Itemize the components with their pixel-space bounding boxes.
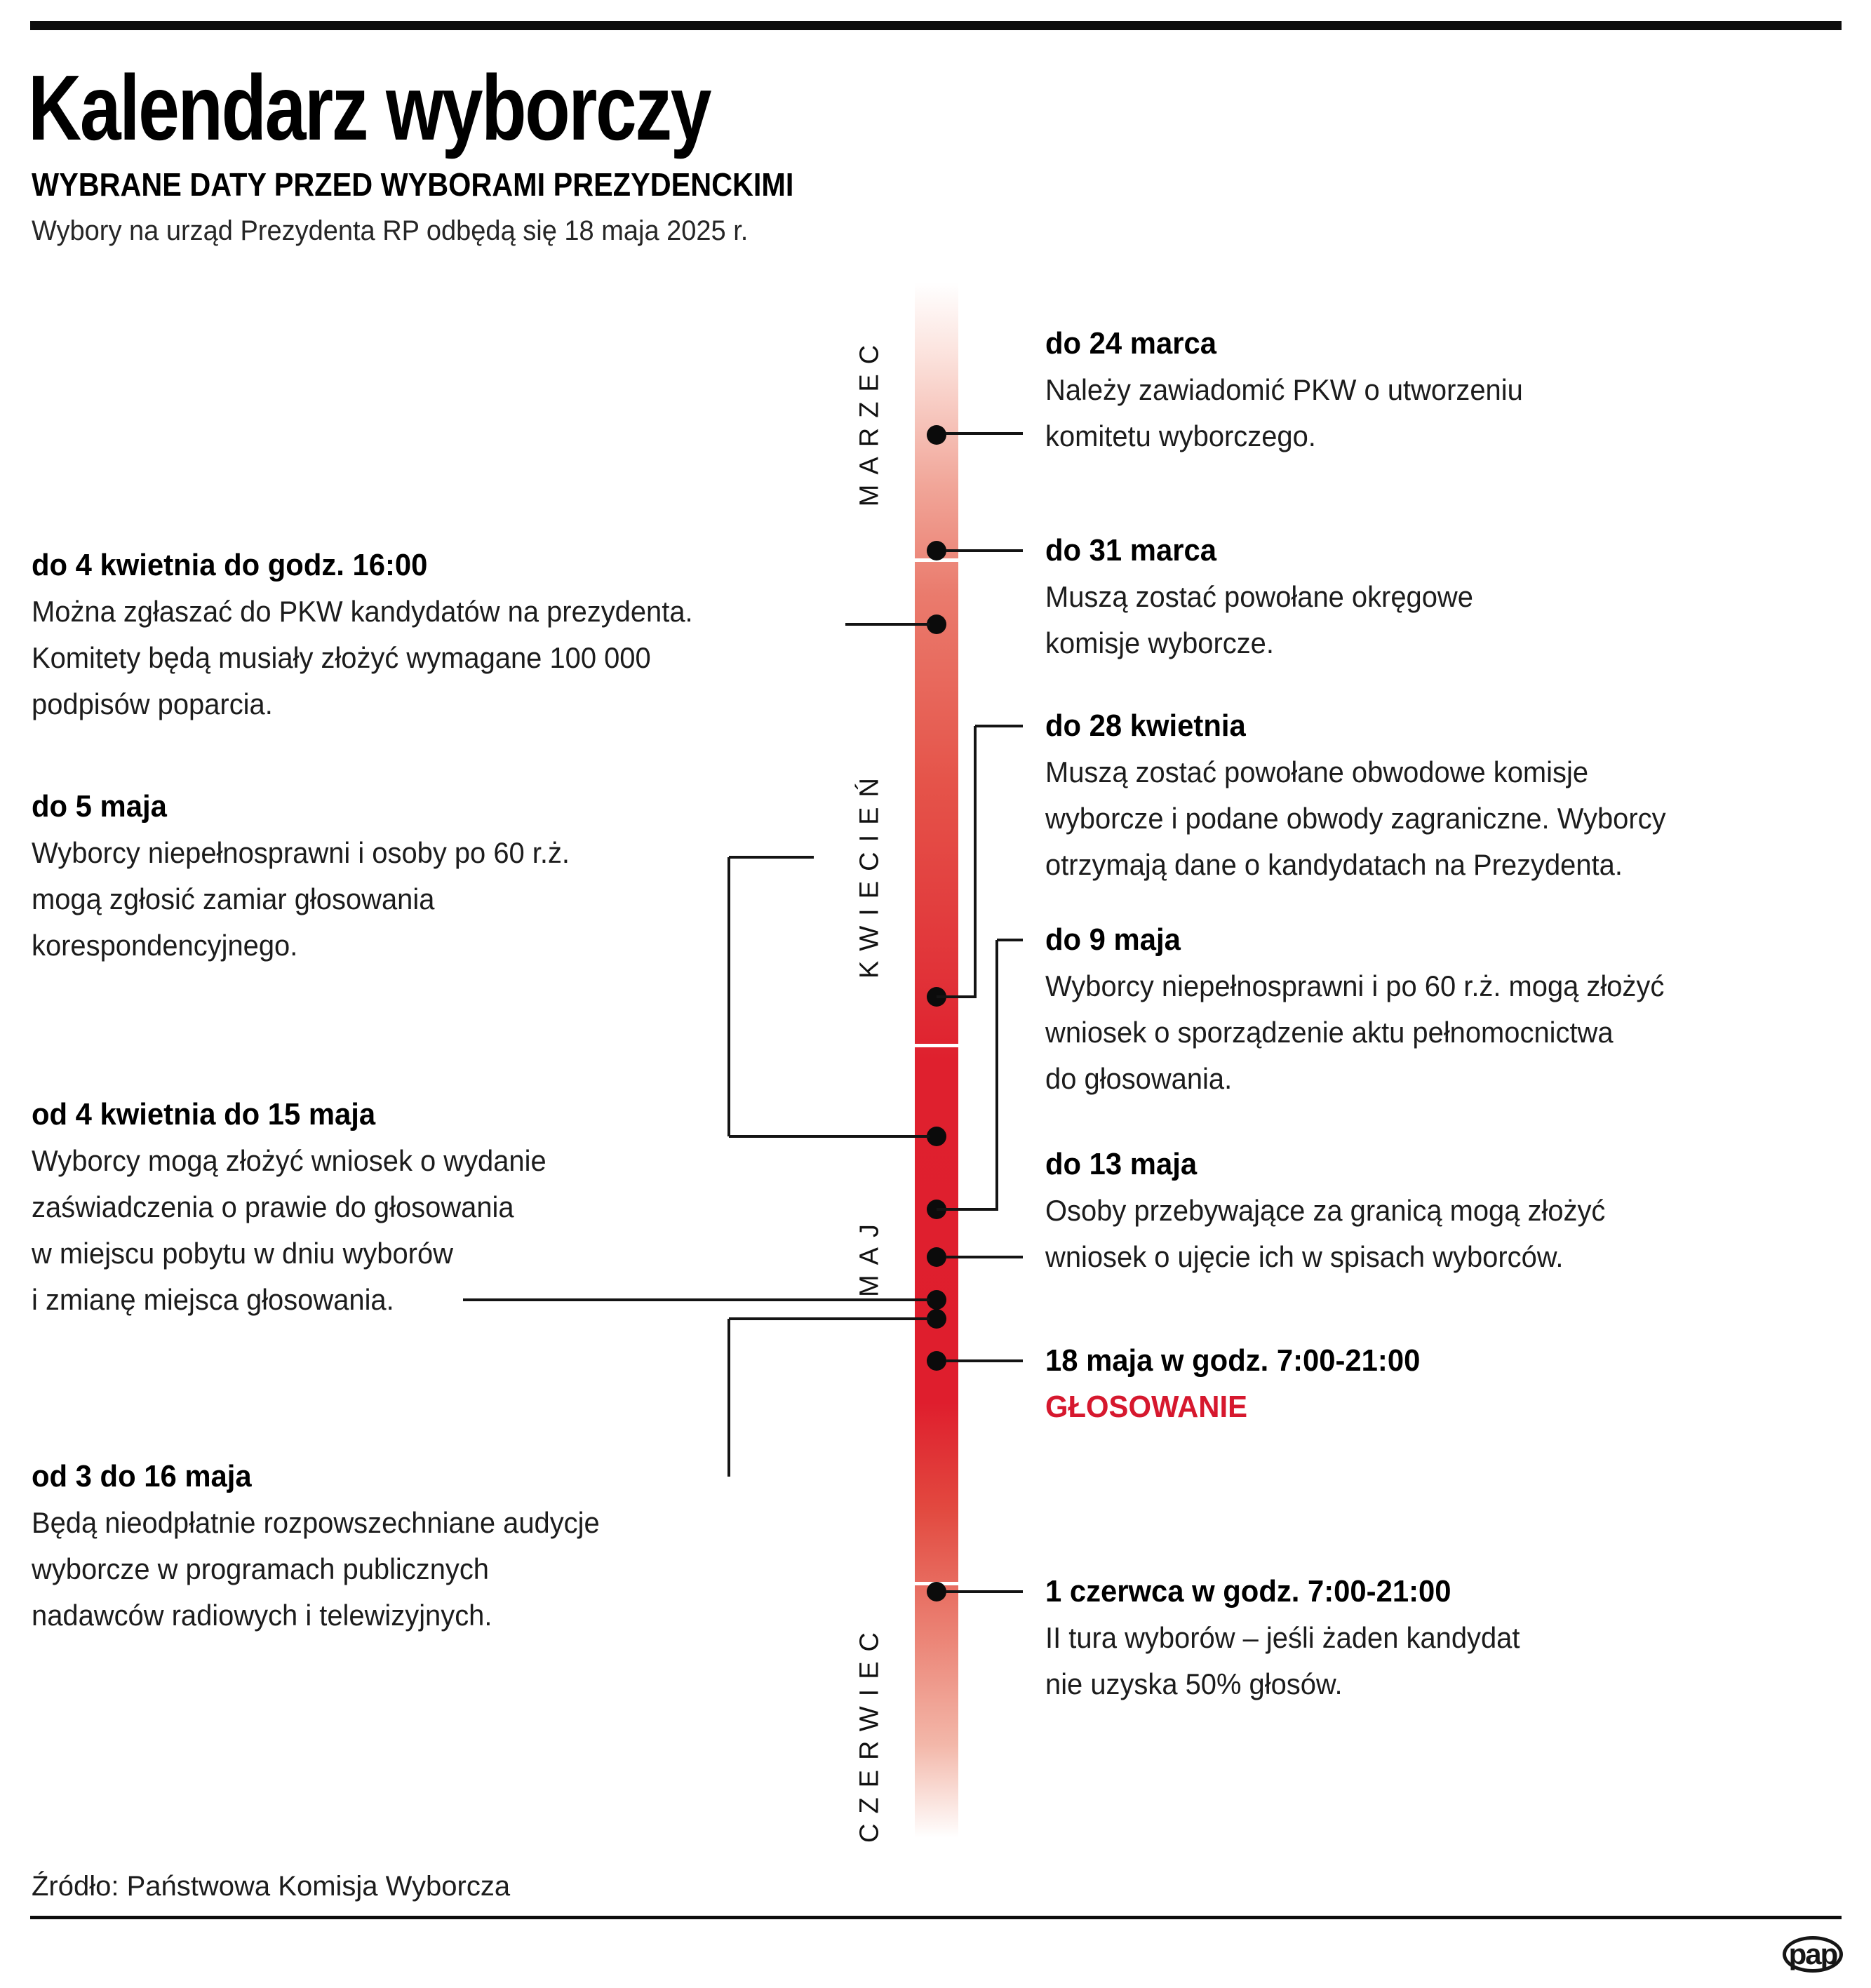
event-od-4-kwietnia-do-15-maja: od 4 kwietnia do 15 maja Wyborcy mogą zł… <box>32 1092 546 1323</box>
event-line: do głosowania. <box>1045 1062 1233 1095</box>
event-heading: do 24 marca <box>1045 326 1216 361</box>
event-line: komitetu wyborczego. <box>1045 419 1316 452</box>
event-do-4-kwietnia: do 4 kwietnia do godz. 16:00 Można zgłas… <box>32 542 693 727</box>
event-line: Wyborcy niepełnosprawni i osoby po 60 r.… <box>32 836 570 869</box>
event-do-9-maja: do 9 maja Wyborcy niepełnosprawni i po 6… <box>1045 917 1664 1102</box>
event-line: mogą zgłosić zamiar głosowania <box>32 882 435 915</box>
connector-line <box>946 1256 1023 1258</box>
event-line: Wyborcy niepełnosprawni i po 60 r.ż. mog… <box>1045 969 1665 1002</box>
connector-line <box>974 726 977 997</box>
event-line: podpisów poparcia. <box>32 687 273 720</box>
event-heading: do 5 maja <box>32 789 167 824</box>
event-line: wniosek o sporządzenie aktu pełnomocnict… <box>1045 1016 1614 1049</box>
timeline-dot-18-maja <box>927 1351 946 1371</box>
source-text: Źródło: Państwowa Komisja Wyborcza <box>32 1871 511 1902</box>
timeline-bar <box>915 283 958 1838</box>
event-line: zaświadczenia o prawie do głosowania <box>32 1190 514 1223</box>
month-separator-kwiecien-maj <box>915 1044 958 1047</box>
connector-line <box>727 857 730 1136</box>
timeline-dot-24-marca <box>927 425 946 445</box>
connector-line <box>975 725 1023 727</box>
pap-logo: pap <box>1783 1936 1843 1973</box>
event-line: Wyborcy mogą złożyć wniosek o wydanie <box>32 1144 546 1177</box>
bottom-rule <box>30 1916 1842 1919</box>
timeline-dot-31-marca <box>927 541 946 560</box>
top-rule <box>30 21 1842 30</box>
connector-line <box>946 1590 1023 1593</box>
event-line: wyborcze w programach publicznych <box>32 1552 489 1585</box>
timeline-dot-4-kwietnia <box>927 614 946 634</box>
month-label-czerwiec: CZERWIEC <box>854 1623 885 1843</box>
month-label-marzec: MARZEC <box>854 335 885 507</box>
event-heading: 1 czerwca w godz. 7:00-21:00 <box>1045 1574 1451 1608</box>
timeline-dot-15-maja <box>927 1290 946 1310</box>
timeline-dot-5-maja <box>927 1127 946 1146</box>
event-line: wyborcze i podane obwody zagraniczne. Wy… <box>1045 802 1666 835</box>
timeline-dot-13-maja <box>927 1247 946 1267</box>
event-line: komisje wyborcze. <box>1045 626 1274 659</box>
event-highlight-glosowanie: GŁOSOWANIE <box>1045 1390 1247 1424</box>
event-line: w miejscu pobytu w dniu wyborów <box>32 1237 453 1270</box>
event-line: Można zgłaszać do PKW kandydatów na prez… <box>32 595 693 628</box>
event-1-czerwca: 1 czerwca w godz. 7:00-21:00 II tura wyb… <box>1045 1569 1520 1707</box>
event-heading: do 13 maja <box>1045 1147 1198 1181</box>
event-18-maja-glosowanie: 18 maja w godz. 7:00-21:00 GŁOSOWANIE <box>1045 1338 1420 1430</box>
connector-line <box>997 939 1023 941</box>
event-line: Osoby przebywające za granicą mogą złoży… <box>1045 1194 1606 1227</box>
connector-line <box>729 1317 930 1320</box>
pap-logo-text: pap <box>1788 1937 1839 1970</box>
event-heading: do 9 maja <box>1045 922 1181 957</box>
event-heading: do 28 kwietnia <box>1045 708 1246 743</box>
event-line: Muszą zostać powołane okręgowe <box>1045 580 1473 613</box>
event-do-24-marca: do 24 marca Należy zawiadomić PKW o utwo… <box>1045 321 1523 459</box>
event-line: nie uzyska 50% głosów. <box>1045 1667 1343 1700</box>
connector-line <box>729 856 814 859</box>
page-subtitle: WYBRANE DATY PRZED WYBORAMI PREZYDENCKIM… <box>32 166 794 203</box>
event-line: nadawców radiowych i telewizyjnych. <box>32 1599 492 1632</box>
event-line: Muszą zostać powołane obwodowe komisje <box>1045 755 1589 788</box>
event-od-3-do-16-maja: od 3 do 16 maja Będą nieodpłatnie rozpow… <box>32 1453 600 1639</box>
event-do-13-maja: do 13 maja Osoby przebywające za granicą… <box>1045 1141 1605 1280</box>
page-title: Kalendarz wyborczy <box>28 56 711 159</box>
event-line: Należy zawiadomić PKW o utworzeniu <box>1045 373 1523 406</box>
event-line: Będą nieodpłatnie rozpowszechniane audyc… <box>32 1506 600 1539</box>
month-label-maj: MAJ <box>854 1214 885 1297</box>
timeline-dot-16-maja <box>927 1309 946 1329</box>
event-do-5-maja: do 5 maja Wyborcy niepełnosprawni i osob… <box>32 784 570 969</box>
connector-line <box>937 995 977 998</box>
intro-text: Wybory na urząd Prezydenta RP odbędą się… <box>32 215 749 246</box>
event-heading: 18 maja w godz. 7:00-21:00 <box>1045 1343 1421 1378</box>
event-heading: od 3 do 16 maja <box>32 1459 252 1493</box>
event-line: II tura wyborów – jeśli żaden kandydat <box>1045 1621 1520 1654</box>
connector-line <box>946 1359 1023 1362</box>
event-line: wniosek o ujęcie ich w spisach wyborców. <box>1045 1240 1564 1273</box>
event-heading: do 31 marca <box>1045 533 1216 567</box>
event-line: otrzymają dane o kandydatach na Prezyden… <box>1045 848 1623 881</box>
connector-line <box>463 1298 930 1301</box>
connector-line <box>727 1319 730 1477</box>
connector-line <box>946 432 1023 435</box>
event-heading: do 4 kwietnia do godz. 16:00 <box>32 548 428 582</box>
timeline-dot-1-czerwca <box>927 1582 946 1601</box>
connector-line <box>845 623 930 626</box>
event-do-31-marca: do 31 marca Muszą zostać powołane okręgo… <box>1045 528 1473 666</box>
event-line: korespondencyjnego. <box>32 929 298 962</box>
event-line: i zmianę miejsca głosowania. <box>32 1283 394 1316</box>
connector-line <box>729 1135 930 1138</box>
event-line: Komitety będą musiały złożyć wymagane 10… <box>32 641 651 674</box>
event-do-28-kwietnia: do 28 kwietnia Muszą zostać powołane obw… <box>1045 703 1666 888</box>
connector-line <box>995 940 998 1209</box>
connector-line <box>946 549 1023 552</box>
event-heading: od 4 kwietnia do 15 maja <box>32 1097 376 1131</box>
month-label-kwiecien: KWIECIEŃ <box>854 768 885 979</box>
connector-line <box>937 1208 998 1211</box>
